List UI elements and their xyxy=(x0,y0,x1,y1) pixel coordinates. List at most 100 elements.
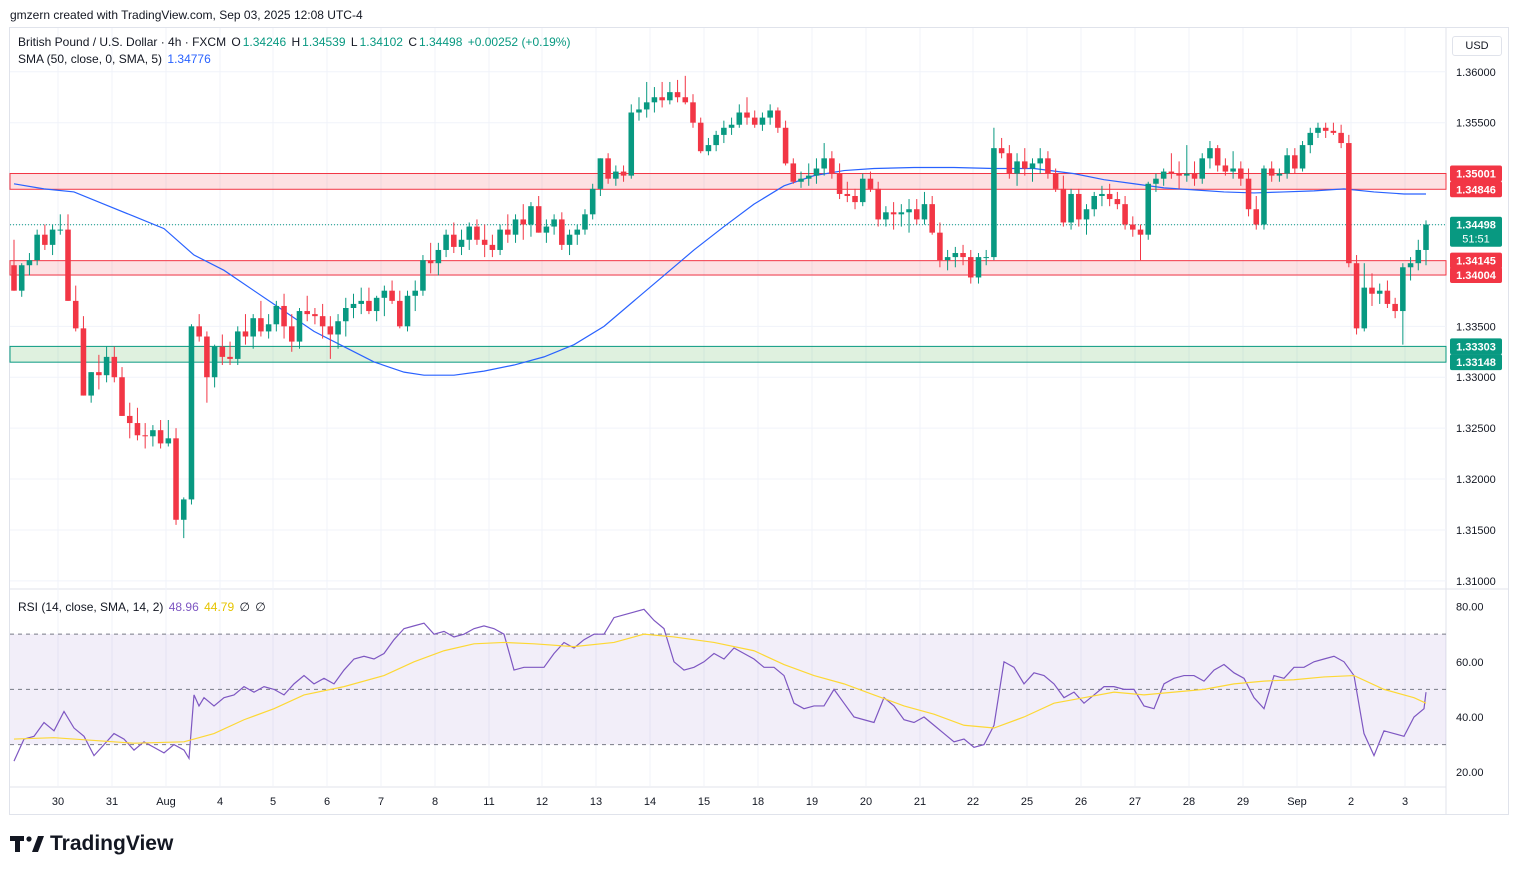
candle-body xyxy=(227,356,233,359)
price-tick-label: 1.31500 xyxy=(1456,525,1496,537)
candle-body xyxy=(744,112,750,118)
time-tick-label: 5 xyxy=(270,796,276,808)
candle-body xyxy=(1037,158,1043,164)
time-tick-label: 31 xyxy=(106,796,118,808)
open-value: 1.34246 xyxy=(242,35,287,49)
candle-body xyxy=(304,311,310,315)
candle-body xyxy=(535,206,542,233)
chart-credit: gmzern created with TradingView.com, Sep… xyxy=(10,8,363,22)
candle-body xyxy=(875,188,881,220)
candle-body xyxy=(1099,193,1105,196)
candle-body xyxy=(690,102,696,123)
candle-body xyxy=(836,173,843,194)
candle-body xyxy=(1191,173,1198,179)
candle-body xyxy=(57,229,64,231)
candle-body xyxy=(697,122,704,152)
candle-body xyxy=(111,356,118,378)
candle-body xyxy=(937,232,943,261)
current-price-label: 1.34498 xyxy=(1456,220,1496,232)
currency-button[interactable]: USD xyxy=(1452,36,1502,56)
candle-body xyxy=(805,175,812,179)
candle-body xyxy=(18,265,25,291)
rsi-tick-label: 80.00 xyxy=(1456,602,1484,614)
candle-body xyxy=(1284,155,1290,174)
time-tick-label: 2 xyxy=(1348,796,1354,808)
time-tick-label: 7 xyxy=(378,796,384,808)
price-tick-label: 1.33500 xyxy=(1456,321,1496,333)
candle-body xyxy=(1137,229,1144,235)
candle-body xyxy=(335,321,341,335)
candle-body xyxy=(1029,163,1036,169)
candle-body xyxy=(1014,161,1020,174)
candle-body xyxy=(944,257,951,261)
candle-body xyxy=(42,234,48,245)
time-tick-label: 22 xyxy=(967,796,979,808)
candle-body xyxy=(1168,171,1175,174)
zone-price-tag xyxy=(1450,354,1502,371)
time-tick-label: 4 xyxy=(217,796,223,808)
candle-body xyxy=(26,260,33,266)
candle-body xyxy=(173,438,179,520)
rsi-label: RSI (14, close, SMA, 14, 2) xyxy=(18,600,164,614)
sma-value: 1.34776 xyxy=(167,52,211,66)
candle-body xyxy=(566,234,573,245)
candle-body xyxy=(412,290,419,296)
zone-price-label: 1.33303 xyxy=(1456,341,1496,353)
current-price-tag xyxy=(1450,216,1502,247)
candle-body xyxy=(242,331,249,337)
tradingview-logo: TradingView xyxy=(10,832,173,856)
candle-body xyxy=(211,346,218,378)
candle-body xyxy=(1338,132,1344,144)
candle-body xyxy=(420,260,426,291)
candle-body xyxy=(157,430,164,444)
candle-body xyxy=(597,158,604,189)
candle-body xyxy=(451,234,457,247)
candle-body xyxy=(913,209,920,220)
candle-body xyxy=(312,314,318,317)
candle-body xyxy=(281,305,287,327)
candle-body xyxy=(96,372,102,376)
candle-body xyxy=(705,145,712,152)
rsi-tick-label: 60.00 xyxy=(1456,657,1484,669)
time-tick-label: 3 xyxy=(1402,796,1408,808)
candle-body xyxy=(829,158,835,174)
time-tick-label: Aug xyxy=(156,796,176,808)
candle-body xyxy=(1415,249,1422,264)
candle-body xyxy=(1052,173,1059,189)
candle-body xyxy=(543,226,550,233)
time-tick-label: Sep xyxy=(1287,796,1307,808)
candle-body xyxy=(613,171,619,179)
candle-body xyxy=(813,168,820,176)
candle-body xyxy=(443,234,449,250)
candle-body xyxy=(1068,193,1074,223)
zone-price-tag xyxy=(1450,165,1502,182)
rsi-tick-label: 40.00 xyxy=(1456,712,1484,724)
time-tick-label: 11 xyxy=(483,796,494,808)
candle-body xyxy=(998,148,1005,154)
candle-body xyxy=(713,134,719,146)
time-tick-label: 29 xyxy=(1237,796,1249,808)
zone-price-tag xyxy=(1450,338,1502,355)
candle-body xyxy=(1292,155,1298,169)
candle-body xyxy=(72,300,79,329)
candle-body xyxy=(150,430,156,437)
candle-body xyxy=(1176,173,1182,176)
candle-body xyxy=(898,212,905,215)
candle-body xyxy=(1384,290,1391,304)
time-tick-label: 14 xyxy=(644,796,656,808)
time-tick-label: 21 xyxy=(914,796,926,808)
candle-body xyxy=(273,305,280,325)
candle-body xyxy=(489,244,496,250)
candle-body xyxy=(1006,153,1013,174)
candle-body xyxy=(319,316,326,327)
zone-price-tag xyxy=(1450,252,1502,269)
candle-body xyxy=(458,239,465,247)
candle-body xyxy=(929,204,935,233)
rsi-extra-1: ∅ xyxy=(239,600,250,614)
candle-body xyxy=(674,92,681,98)
time-tick-label: 13 xyxy=(590,796,602,808)
candle-body xyxy=(119,377,125,416)
candle-body xyxy=(628,112,635,176)
sma-label: SMA (50, close, 0, SMA, 5) xyxy=(18,52,163,66)
